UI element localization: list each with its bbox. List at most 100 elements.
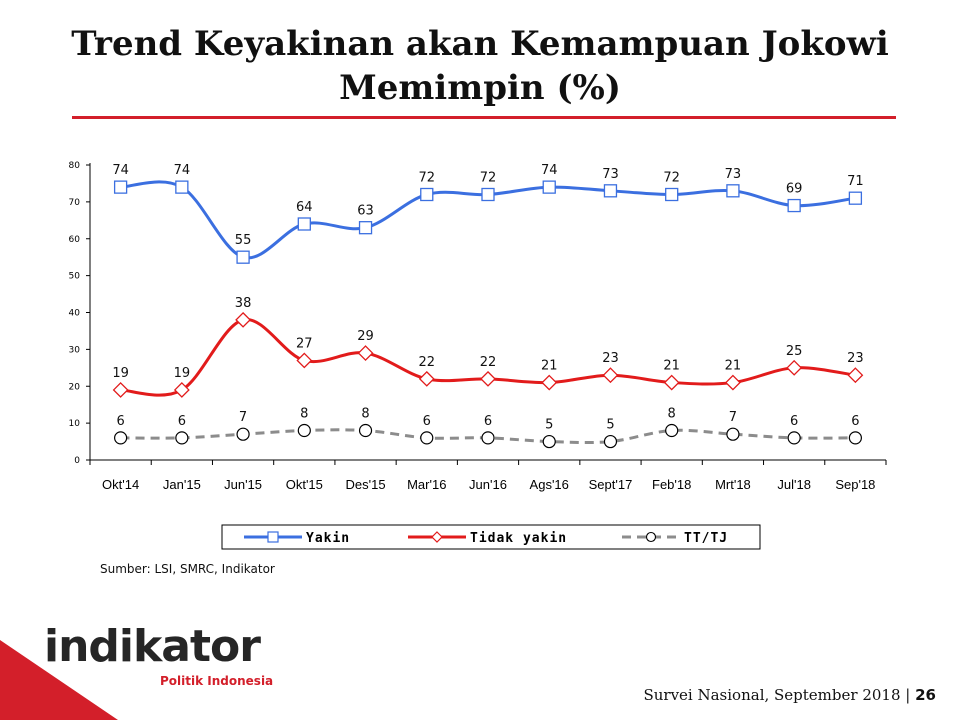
data-label-yakin: 72	[418, 171, 435, 186]
x-tick-label: Jul'18	[777, 477, 811, 492]
data-label-tt-tj: 7	[729, 410, 737, 425]
data-point-tidak-yakin	[847, 367, 864, 384]
x-tick-label: Mrt'18	[715, 477, 751, 492]
data-point-yakin	[236, 250, 250, 264]
y-tick-label: 70	[69, 198, 81, 208]
x-tick-label: Jun'15	[224, 477, 262, 492]
data-label-tidak-yakin: 22	[480, 355, 497, 370]
footer-separator: |	[905, 686, 911, 704]
y-tick-label: 20	[69, 382, 81, 392]
title-line-2: Memimpin (%)	[339, 68, 621, 108]
data-point-tt-tj	[726, 427, 740, 441]
x-tick-label: Okt'14	[102, 477, 139, 492]
x-tick-label: Mar'16	[407, 477, 446, 492]
data-point-tidak-yakin	[173, 382, 190, 398]
legend-marker-tidak-yakin	[431, 531, 443, 543]
data-label-tt-tj: 6	[484, 414, 492, 429]
data-point-tt-tj	[114, 431, 128, 445]
data-point-tidak-yakin	[602, 367, 619, 384]
title-underline	[72, 116, 896, 119]
x-tick-label: Ags'16	[530, 477, 569, 492]
data-point-tt-tj	[542, 434, 556, 449]
x-tick-label: Jun'16	[469, 477, 507, 492]
data-point-tt-tj	[420, 431, 434, 445]
data-label-tt-tj: 6	[790, 414, 798, 429]
data-point-yakin	[542, 180, 556, 194]
data-label-yakin: 73	[602, 167, 619, 182]
decorative-red-wedge	[0, 640, 118, 720]
footer-text: Survei Nasional, September 2018	[643, 686, 901, 704]
x-tick-label: Feb'18	[652, 477, 691, 492]
data-label-tt-tj: 5	[545, 418, 553, 433]
data-label-tidak-yakin: 25	[786, 344, 803, 359]
data-label-tidak-yakin: 29	[357, 329, 374, 344]
data-label-tt-tj: 6	[423, 414, 431, 429]
y-tick-label: 30	[69, 345, 81, 355]
data-label-tt-tj: 6	[851, 414, 859, 429]
data-point-tt-tj	[603, 434, 618, 449]
data-point-yakin	[787, 198, 801, 213]
x-tick-label: Sep'18	[835, 477, 875, 492]
x-tick-label: Sept'17	[589, 477, 633, 492]
data-point-yakin	[481, 187, 495, 202]
data-label-tidak-yakin: 21	[725, 359, 742, 374]
data-label-yakin: 72	[663, 171, 680, 186]
data-label-tt-tj: 8	[300, 407, 308, 422]
data-point-tidak-yakin	[235, 311, 251, 328]
data-label-yakin: 69	[786, 182, 803, 197]
source-note: Sumber: LSI, SMRC, Indikator	[100, 562, 275, 576]
y-tick-label: 60	[69, 235, 81, 245]
x-tick-label: Des'15	[346, 477, 386, 492]
data-point-yakin	[603, 184, 618, 198]
data-point-tidak-yakin	[786, 359, 803, 376]
data-point-tt-tj	[481, 431, 495, 445]
slide-footer: Survei Nasional, September 2018 | 26	[643, 686, 936, 704]
data-point-yakin	[848, 191, 863, 205]
legend-label-tidak-yakin: Tidak yakin	[470, 531, 567, 546]
x-tick-label: Okt'15	[286, 477, 323, 492]
x-tick-label: Jan'15	[163, 477, 201, 492]
data-label-yakin: 63	[357, 204, 374, 219]
data-label-tidak-yakin: 27	[296, 336, 313, 351]
y-tick-label: 50	[69, 272, 81, 282]
data-point-tt-tj	[665, 423, 679, 438]
data-label-tt-tj: 6	[178, 414, 186, 429]
data-label-tidak-yakin: 38	[235, 296, 252, 311]
data-point-tt-tj	[358, 423, 373, 438]
data-label-tidak-yakin: 19	[112, 366, 129, 381]
slide-title: Trend Keyakinan akan Kemampuan Jokowi Me…	[0, 22, 960, 110]
data-point-tidak-yakin	[480, 370, 496, 387]
data-label-tt-tj: 7	[239, 410, 247, 425]
data-point-yakin	[726, 184, 740, 198]
data-label-yakin: 74	[174, 163, 191, 178]
data-label-tidak-yakin: 21	[663, 359, 680, 374]
logo-wordmark: indikator	[44, 621, 261, 672]
logo-subtitle: Politik Indonesia	[160, 674, 274, 688]
data-label-tt-tj: 5	[606, 418, 614, 433]
data-point-tt-tj	[297, 423, 311, 438]
y-tick-label: 80	[69, 161, 81, 171]
y-tick-label: 10	[69, 419, 81, 429]
data-label-yakin: 71	[847, 174, 864, 189]
data-point-tt-tj	[848, 431, 862, 445]
y-tick-label: 40	[69, 309, 81, 319]
y-tick-label: 0	[74, 456, 80, 466]
data-point-tt-tj	[236, 427, 250, 441]
data-label-yakin: 55	[235, 233, 252, 248]
legend-marker-yakin	[267, 531, 279, 543]
data-label-yakin: 64	[296, 200, 313, 215]
data-point-tt-tj	[787, 431, 801, 445]
data-point-tidak-yakin	[296, 352, 313, 369]
data-label-tidak-yakin: 19	[174, 366, 191, 381]
data-point-tidak-yakin	[112, 382, 129, 398]
data-point-yakin	[358, 221, 373, 235]
data-point-yakin	[297, 217, 311, 231]
data-point-tidak-yakin	[357, 345, 374, 361]
data-point-tt-tj	[175, 431, 189, 445]
data-label-tidak-yakin: 21	[541, 359, 558, 374]
legend-label-yakin: Yakin	[306, 531, 350, 546]
title-line-1: Trend Keyakinan akan Kemampuan Jokowi	[71, 24, 889, 64]
data-label-tidak-yakin: 22	[418, 355, 435, 370]
data-point-tidak-yakin	[725, 374, 741, 391]
